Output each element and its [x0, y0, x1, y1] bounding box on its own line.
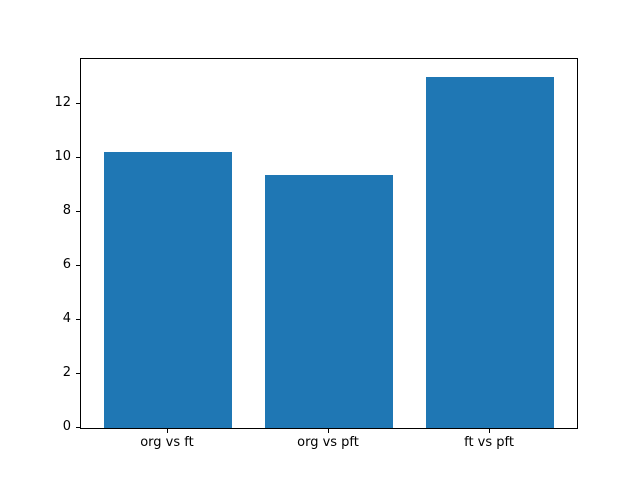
y-tick-label: 6 [62, 256, 71, 272]
plot-area [80, 58, 578, 429]
bar-ft-vs-pft [425, 76, 555, 428]
x-tick-label: org vs ft [140, 435, 194, 450]
x-tick-label: org vs pft [297, 435, 359, 450]
x-tick-label: ft vs pft [464, 435, 514, 450]
y-tick-label: 8 [62, 202, 71, 218]
x-tick-mark [166, 429, 168, 433]
y-tick-label: 12 [54, 94, 71, 110]
y-tick-label: 2 [62, 364, 71, 380]
y-tick-mark [76, 156, 80, 158]
y-tick-mark [76, 102, 80, 104]
bar-org-vs-pft [264, 175, 394, 428]
bar-org-vs-ft [103, 152, 233, 428]
x-tick-mark [328, 429, 329, 433]
y-tick-label: 4 [62, 310, 71, 326]
x-tick-mark [489, 429, 491, 433]
y-tick-mark [76, 372, 80, 374]
y-tick-label: 0 [62, 419, 71, 434]
y-tick-label: 10 [54, 148, 71, 164]
y-tick-mark [76, 427, 80, 428]
y-tick-mark [76, 264, 80, 266]
y-tick-mark [76, 210, 80, 212]
y-tick-mark [76, 318, 80, 320]
